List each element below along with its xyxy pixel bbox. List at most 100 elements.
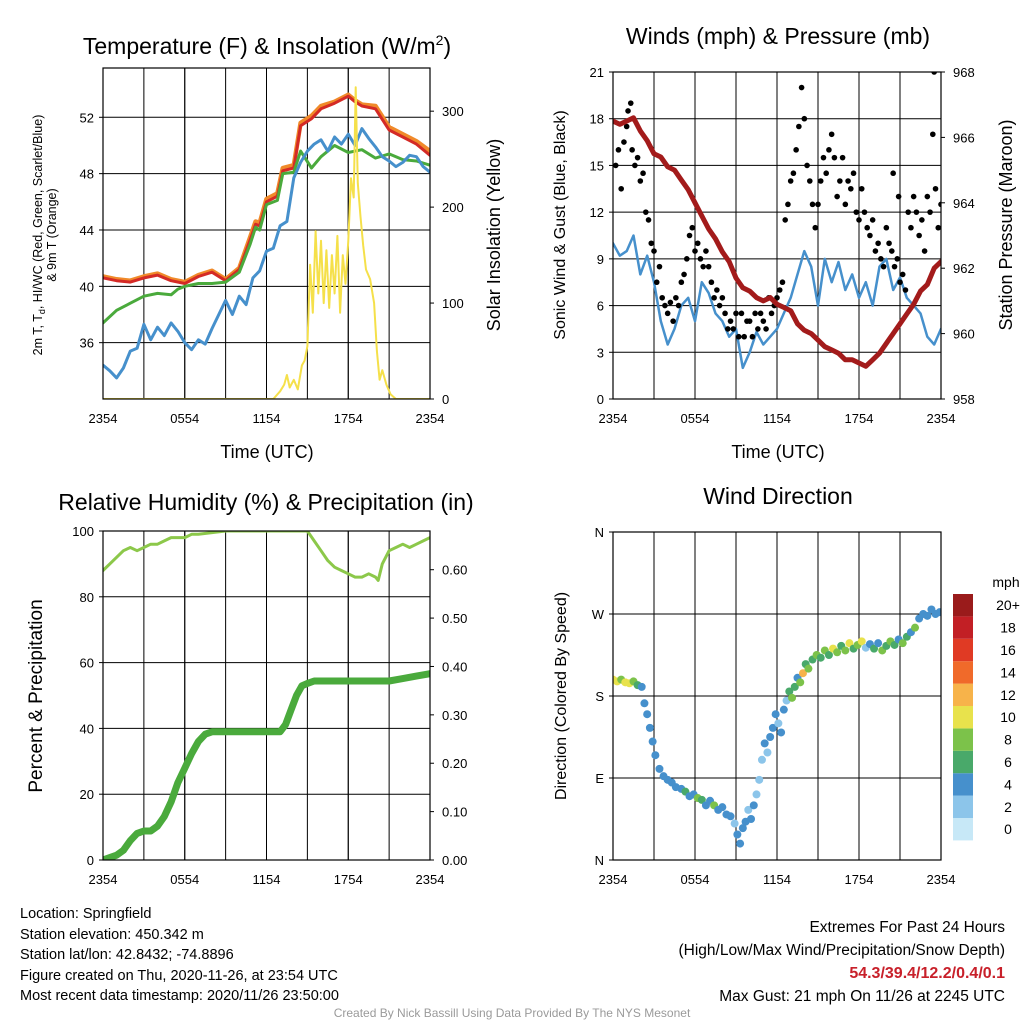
wind-ylabel-left: Sonic Wind & Gust (Blue, Black) (552, 110, 569, 339)
direction-point (718, 803, 727, 812)
gust-point (703, 248, 709, 254)
colorbar-label: 0 (1004, 821, 1012, 837)
gust-point (872, 248, 879, 254)
direction-point (911, 623, 920, 632)
y-tick-label: 80 (80, 590, 94, 605)
temp-ylabel-left: 2m T, Td, HI/WC (Red, Green, Scarlet/Blu… (31, 115, 47, 356)
gust-point (924, 193, 931, 200)
gust-point (664, 310, 671, 317)
gust-point (686, 232, 693, 239)
gust-point (692, 248, 698, 254)
direction-point (785, 687, 794, 696)
direction-point (645, 723, 654, 732)
x-tick-label: 1754 (845, 872, 874, 887)
direction-point (845, 639, 854, 648)
gust-point (796, 123, 802, 130)
direction-point (923, 611, 932, 620)
gust-point (807, 178, 813, 184)
temp-xlabel: Time (UTC) (220, 442, 313, 462)
gust-point (908, 224, 914, 231)
gust-point (705, 263, 712, 270)
gust-point (694, 240, 701, 247)
dir-plot-area: 2354 0554 1154 1754 2354 N E S W N (592, 525, 956, 887)
rh-plot-area: 2354 0554 1154 1754 2354 0 20 40 60 80 100 0.00 0.10… (72, 524, 467, 887)
gust-point (711, 294, 717, 301)
gust-point (831, 154, 838, 161)
colorbar-swatch (953, 818, 973, 841)
gust-point (782, 217, 788, 223)
y2-tick-label: 0.00 (442, 853, 467, 868)
x-tick-label: 2354 (89, 872, 118, 887)
x-tick-label: 2354 (927, 872, 956, 887)
gust-point (615, 147, 622, 153)
gust-point (853, 209, 860, 215)
gust-point (681, 271, 687, 278)
colorbar-label: 16 (1000, 642, 1016, 658)
y-tick-label: S (595, 689, 604, 704)
gust-point (902, 287, 909, 293)
y2-tick-label: 0.10 (442, 805, 467, 820)
gust-point (719, 294, 726, 301)
y2-tick-label: 100 (442, 296, 464, 311)
gust-point (623, 123, 630, 130)
y2-tick-label: 968 (953, 65, 975, 80)
colorbar-label: 4 (1004, 776, 1012, 792)
direction-point (788, 693, 797, 702)
y-tick-label: 9 (597, 252, 604, 267)
gust-point (625, 108, 631, 114)
y2-tick-label: 958 (953, 392, 975, 407)
gust-point (670, 318, 676, 324)
gust-point (820, 154, 827, 161)
gust-point (621, 139, 627, 145)
gust-point (886, 240, 892, 247)
y2-tick-label: 960 (953, 327, 975, 342)
direction-point (824, 651, 833, 659)
y-tick-label: 36 (80, 336, 94, 351)
gust-point (634, 154, 641, 161)
gust-point (839, 154, 846, 161)
recent-timestamp: Most recent data timestamp: 2020/11/26 2… (20, 988, 339, 1004)
y2-tick-label: 0.30 (442, 708, 467, 723)
x-tick-label: 0554 (681, 411, 710, 426)
direction-point (768, 723, 777, 732)
gust-point (643, 209, 649, 215)
plot-frame (102, 530, 431, 861)
colorbar-label: 2 (1004, 799, 1012, 815)
x-tick-label: 1754 (334, 872, 363, 887)
direction-point (766, 733, 775, 741)
temp-ylabel-right: Solar Insolation (Yellow) (484, 139, 504, 331)
gust-point (749, 333, 756, 340)
y-tick-label: 12 (590, 205, 604, 220)
direction-point (763, 748, 772, 757)
direction-point (870, 644, 879, 653)
colorbar-swatch (953, 638, 973, 662)
gust-point (768, 310, 775, 317)
direction-point (935, 608, 941, 617)
series-layer (613, 605, 941, 848)
direction-point (747, 815, 756, 823)
y2-tick-label: 962 (953, 261, 975, 276)
gust-point (714, 287, 720, 293)
gust-point (787, 178, 794, 184)
y2-tick-label: 300 (442, 104, 464, 119)
gust-point (618, 185, 624, 192)
x-tick-label: 0554 (681, 872, 710, 887)
rh-title: Relative Humidity (%) & Precipitation (i… (58, 489, 473, 515)
gust-point (880, 263, 887, 270)
series-line (103, 127, 430, 380)
direction-point (637, 682, 646, 691)
y2-tick-label: 200 (442, 200, 464, 215)
x-tick-label: 1154 (253, 872, 281, 887)
y-tick-label: 20 (80, 787, 94, 802)
x-tick-label: 1754 (845, 411, 874, 426)
direction-point (760, 739, 769, 748)
y-tick-label: 21 (590, 65, 604, 80)
y-tick-label: 44 (80, 223, 94, 238)
gust-point (817, 178, 824, 184)
y2-tick-label: 0 (442, 392, 449, 407)
extremes-legend: (High/Low/Max Wind/Precipitation/Snow De… (678, 942, 1006, 959)
gust-point (858, 185, 865, 192)
temp-panel: Temperature (F) & Insolation (W/m2) 2354… (31, 32, 504, 462)
gust-point (651, 248, 657, 254)
y-tick-label: 60 (80, 656, 94, 671)
